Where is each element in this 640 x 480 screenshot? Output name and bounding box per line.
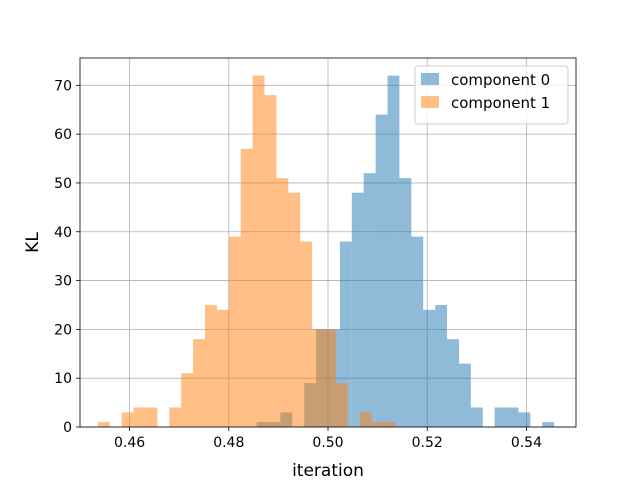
bar-series1-bin3	[145, 407, 158, 427]
bar-series0-bin16	[458, 363, 471, 427]
legend-box	[414, 65, 569, 125]
bar-series0-bin19	[506, 407, 519, 427]
x-tick-label-0: 0.46	[114, 435, 145, 451]
bar-series1-bin0	[97, 422, 110, 427]
bar-series0-bin10	[387, 75, 400, 428]
bar-series1-bin16	[312, 329, 325, 427]
bar-series0-bin20	[518, 412, 531, 427]
y-tick-label-1: 10	[54, 371, 72, 387]
bar-series0-bin14	[435, 304, 448, 427]
bar-series1-bin2	[133, 407, 146, 427]
bar-series0-bin15	[447, 339, 459, 427]
bar-series1-bin1	[121, 412, 134, 427]
y-tick-label-2: 20	[54, 322, 72, 338]
x-tick-label-2: 0.50	[312, 435, 343, 451]
bar-series0-bin9	[375, 114, 388, 427]
y-tick-label-6: 60	[54, 127, 72, 143]
legend-swatch-1	[421, 96, 439, 108]
bar-series1-bin12	[264, 95, 277, 427]
bar-series1-bin13	[276, 178, 289, 427]
bar-series1-bin6	[193, 339, 205, 427]
bars	[97, 75, 555, 428]
legend-label-0: component 0	[451, 71, 550, 89]
bar-series1-bin11	[252, 75, 265, 428]
x-tick-label-4: 0.54	[511, 435, 542, 451]
bar-series1-bin17	[324, 329, 336, 427]
y-tick-label-5: 50	[54, 176, 72, 192]
axis-ticks: 0.46 0.48 0.50 0.52 0.54 0 10 20 30 40 50 60 70	[54, 78, 542, 451]
legend-label-1: component 1	[451, 94, 550, 112]
y-tick-label-0: 0	[63, 420, 72, 436]
y-tick-label-7: 70	[54, 78, 72, 94]
bar-series0-bin13	[423, 309, 436, 427]
y-tick-label-3: 30	[54, 274, 72, 290]
bar-series1-bin5	[181, 373, 194, 427]
x-tick-label-1: 0.48	[213, 435, 244, 451]
bar-series0-bin8	[363, 173, 376, 427]
x-tick-label-3: 0.52	[412, 435, 443, 451]
bar-series0-bin18	[494, 407, 507, 427]
bar-series1-bin15	[300, 241, 313, 427]
bar-series1-bin10	[240, 148, 253, 428]
bar-series0-bin12	[411, 236, 424, 427]
bar-series0-bin17	[470, 407, 483, 427]
bar-series1-bin4	[169, 407, 182, 427]
bar-series1-bin20	[371, 422, 384, 427]
bar-series0-bin11	[399, 178, 412, 427]
bar-series0-bin6	[339, 241, 352, 427]
bar-series1-bin7	[204, 304, 217, 427]
bar-series1-bin8	[216, 309, 229, 427]
bar-series1-bin18	[335, 383, 348, 427]
legend: component 0 component 1	[414, 65, 569, 125]
bar-series0-bin21	[542, 422, 555, 427]
y-tick-label-4: 40	[54, 225, 72, 241]
bar-series1-bin19	[359, 412, 372, 427]
bar-series0-bin7	[351, 192, 364, 427]
x-axis-label: iteration	[292, 461, 364, 480]
legend-swatch-0	[421, 73, 439, 85]
bar-series1-bin14	[288, 192, 301, 427]
y-axis-label: KL	[23, 232, 43, 253]
bar-series1-bin21	[383, 422, 396, 427]
bar-series1-bin9	[228, 236, 241, 427]
